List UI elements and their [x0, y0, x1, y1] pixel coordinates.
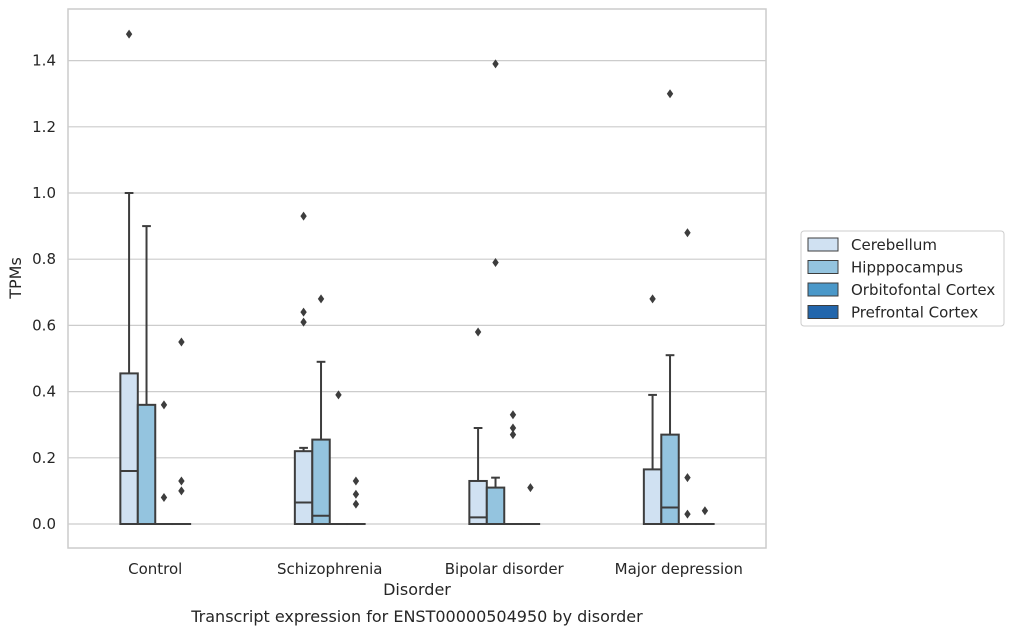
legend-frame: [800, 230, 1005, 327]
legend: Cerebellum Hipppocampus Orbitofontal Corte…: [800, 230, 1005, 327]
outlier-point: [178, 486, 185, 496]
y-tick-label: 0.2: [32, 449, 56, 467]
outlier-point: [178, 476, 185, 486]
box-iqr: [293, 450, 314, 525]
box-group: [119, 29, 139, 525]
y-axis-label: TPMs: [6, 257, 25, 300]
outlier-point: [125, 29, 133, 39]
box-group: [293, 211, 314, 525]
box-iqr: [311, 438, 331, 525]
outlier-point: [492, 59, 499, 69]
outlier-point: [160, 493, 168, 503]
outlier-point: [352, 489, 360, 499]
outlier-point: [649, 294, 656, 304]
box-iqr: [642, 468, 663, 526]
legend-swatch: [807, 260, 839, 274]
legend-label: Prefrontal Cortex: [851, 304, 978, 322]
x-axis-label: Disorder: [383, 580, 451, 599]
box-iqr: [485, 486, 506, 525]
outlier-point: [666, 89, 674, 99]
outlier-point: [300, 211, 307, 221]
y-tick-label: 0.4: [32, 383, 56, 401]
outlier-point: [684, 509, 691, 519]
outlier-point: [509, 423, 517, 433]
outlier-point: [335, 390, 342, 400]
box-group: [154, 400, 174, 526]
outlier-point: [684, 228, 691, 238]
outlier-point: [352, 476, 360, 486]
box-iqr: [660, 433, 680, 526]
box-group: [346, 476, 366, 526]
outlier-point: [684, 473, 691, 483]
outlier-point: [160, 400, 168, 410]
outlier-point: [492, 258, 499, 268]
outlier-point: [474, 327, 482, 337]
y-tick-label: 1.4: [32, 52, 56, 70]
outlier-point: [509, 410, 517, 420]
box-iqr: [136, 403, 157, 525]
x-tick-label: Control: [128, 560, 182, 578]
outlier-point: [527, 483, 534, 493]
box-group: [171, 337, 192, 526]
box-group: [520, 483, 541, 526]
box-group: [311, 294, 331, 525]
legend-label: Hipppocampus: [851, 259, 963, 277]
box-group: [485, 59, 506, 525]
legend-swatch: [807, 237, 839, 252]
x-tick-label: Schizophrenia: [277, 560, 382, 578]
legend-swatch: [807, 305, 839, 319]
y-tick-label: 1.0: [32, 184, 56, 202]
y-tick-labels: 0.0 0.2 0.4 0.6 0.8 1.0 1.2 1.4: [32, 52, 56, 533]
legend-swatch: [807, 282, 839, 297]
box-group: [328, 390, 349, 526]
box-group: [136, 225, 157, 525]
outlier-point: [300, 317, 307, 327]
x-tick-labels: Control Schizophrenia Bipolar disorder Majo…: [128, 560, 743, 578]
outlier-point: [509, 430, 517, 440]
box-series: [119, 29, 715, 526]
x-tick-label: Bipolar disorder: [445, 560, 565, 578]
y-tick-label: 0.6: [32, 316, 56, 334]
box-group: [660, 89, 680, 526]
legend-label: Cerebellum: [851, 236, 937, 254]
y-tick-label: 1.2: [32, 118, 56, 136]
box-iqr: [119, 372, 139, 525]
legend-label: Orbitofontal Cortex: [851, 281, 995, 299]
outlier-point: [178, 337, 185, 347]
plot-frame: [67, 8, 767, 549]
outlier-point: [352, 499, 360, 509]
chart-caption: Transcript expression for ENST0000050495…: [190, 607, 643, 626]
box-group: [642, 294, 663, 526]
y-tick-label: 0.0: [32, 515, 56, 533]
box-group: [695, 506, 715, 526]
outlier-point: [317, 294, 325, 304]
outlier-point: [300, 307, 307, 317]
y-tick-label: 0.8: [32, 250, 56, 268]
x-tick-label: Major depression: [615, 560, 743, 578]
outlier-point: [701, 506, 709, 516]
